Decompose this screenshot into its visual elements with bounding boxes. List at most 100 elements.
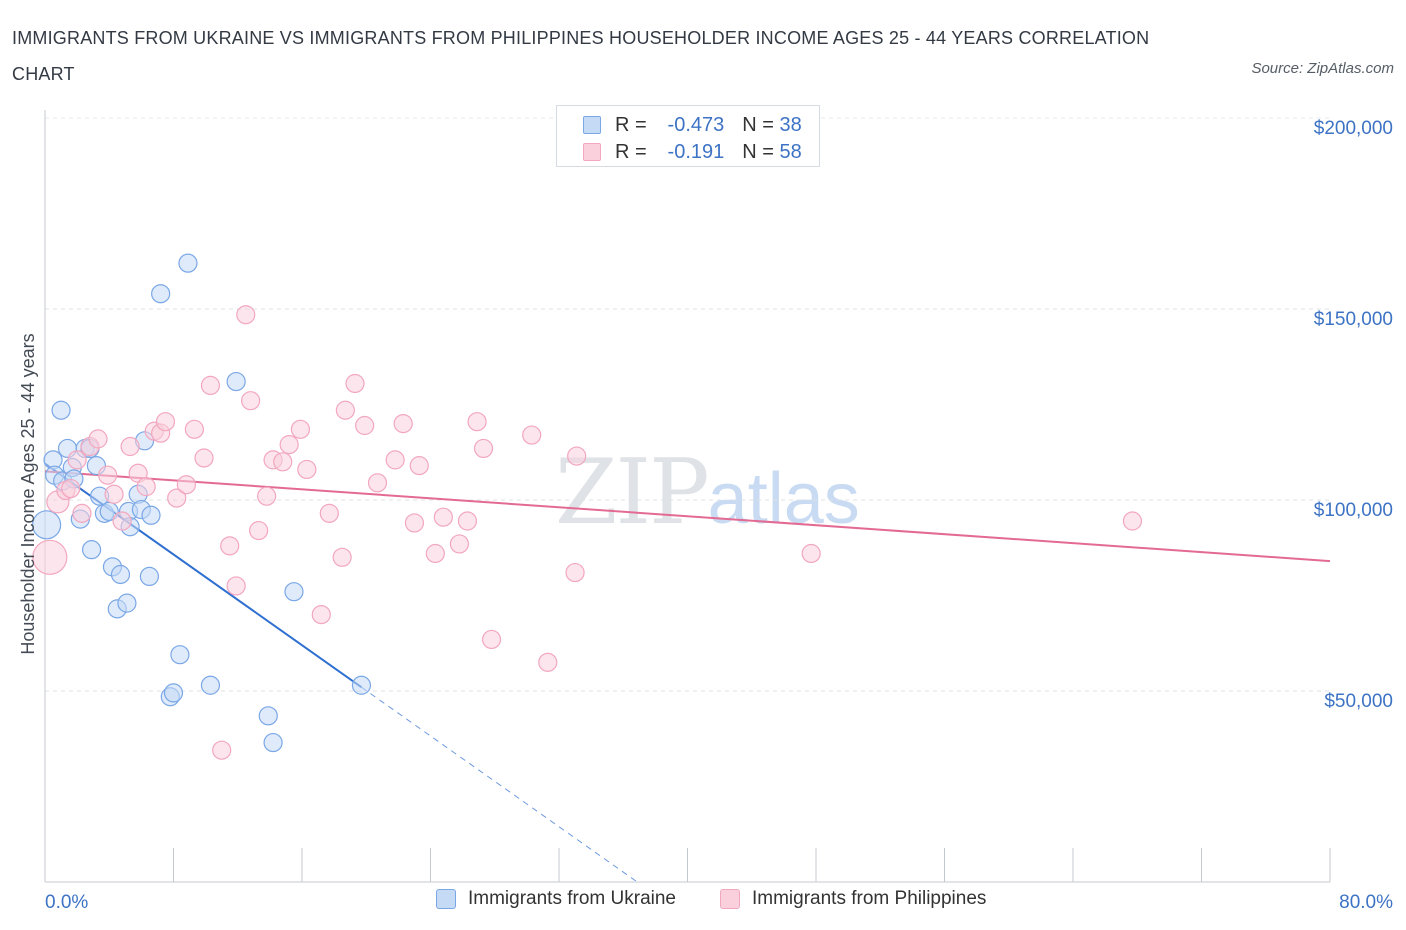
y-axis-label: Householder Income Ages 25 - 44 years [18, 333, 38, 654]
data-point [194, 448, 214, 468]
data-point [120, 436, 140, 457]
y-tick-label: $150,000 [1314, 309, 1393, 330]
chart-title: IMMIGRANTS FROM UKRAINE VS IMMIGRANTS FR… [12, 28, 1150, 84]
data-point [236, 305, 256, 325]
legend-item-philippines[interactable]: Immigrants from Philippines [720, 888, 986, 910]
legend-label-ukraine: Immigrants from Ukraine [468, 888, 676, 909]
data-point [1122, 511, 1143, 531]
data-point [170, 645, 190, 665]
data-point [258, 706, 278, 726]
data-point [51, 400, 71, 420]
data-point [167, 488, 187, 508]
data-point [226, 576, 246, 596]
data-point [98, 465, 118, 485]
data-point [112, 511, 132, 531]
data-points [32, 253, 1143, 760]
data-point [279, 435, 299, 455]
data-point [319, 503, 339, 523]
data-point [176, 475, 196, 495]
data-point [385, 450, 405, 470]
legend-n-label: N = [742, 113, 774, 136]
data-point [249, 520, 269, 541]
data-point [81, 540, 102, 560]
data-point [393, 414, 413, 434]
trend-extension-ukraine [361, 686, 640, 884]
data-point [801, 543, 821, 564]
legend-row-ukraine: R = -0.473 N = 38 [583, 111, 802, 139]
legend-r-label: R = [615, 140, 647, 163]
legend-row-philippines: R = -0.191 N = 58 [583, 138, 802, 166]
data-point [104, 484, 124, 504]
data-point [284, 582, 304, 602]
data-point [345, 373, 365, 394]
x-tick-label: 80.0% [1339, 892, 1393, 913]
data-point [404, 513, 425, 533]
tick-labels: $50,000 $100,000 $150,000 $200,000 0.0% 80.0% [45, 118, 1393, 913]
series-philippines [32, 305, 1143, 760]
legend-swatch-ukraine [436, 889, 456, 909]
data-point [72, 503, 92, 523]
data-point [226, 371, 246, 392]
trend-line-philippines [44, 470, 1331, 563]
legend-n-value: 38 [779, 113, 802, 136]
data-point [241, 391, 261, 411]
data-point [200, 375, 221, 395]
data-point [467, 412, 487, 432]
series-legend: Immigrants from Ukraine Immigrants from … [0, 888, 1406, 918]
data-point [433, 507, 453, 527]
data-point [220, 536, 240, 556]
data-point [311, 604, 331, 625]
legend-n-label: N = [742, 140, 774, 163]
legend-swatch-ukraine [583, 116, 601, 134]
legend-label-philippines: Immigrants from Philippines [752, 888, 987, 909]
data-point [290, 419, 310, 439]
data-point [367, 473, 388, 493]
data-point [110, 564, 131, 585]
data-point [88, 429, 108, 449]
data-point [117, 593, 137, 613]
data-point [425, 543, 445, 564]
data-point [212, 740, 232, 760]
data-point [538, 652, 558, 672]
legend-r-value: -0.473 [667, 113, 725, 136]
data-point [297, 459, 317, 480]
data-point [32, 510, 62, 540]
data-point [178, 253, 198, 273]
data-point [184, 419, 204, 439]
correlation-legend: R = -0.473 N = 38 R = -0.191 N = 58 [556, 105, 820, 167]
legend-swatch-philippines [720, 889, 740, 909]
data-point [355, 415, 375, 436]
data-point [473, 438, 494, 459]
data-point [565, 562, 585, 583]
source-label: Source: ZipAtlas.com [1251, 60, 1394, 77]
legend-swatch-philippines [583, 143, 601, 161]
data-point [332, 547, 352, 567]
data-point [449, 534, 470, 554]
series-ukraine [32, 253, 372, 753]
data-point [32, 539, 68, 575]
legend-item-ukraine[interactable]: Immigrants from Ukraine [436, 888, 676, 910]
data-point [273, 452, 293, 472]
data-point [522, 425, 542, 445]
data-point [155, 412, 176, 432]
data-point [141, 505, 161, 525]
legend-n-value: 58 [779, 140, 802, 163]
data-point [163, 683, 184, 703]
axes [44, 110, 1331, 883]
data-point [457, 511, 478, 531]
data-point [200, 675, 221, 695]
data-point [335, 400, 355, 420]
y-tick-label: $100,000 [1314, 500, 1393, 521]
data-point [61, 478, 81, 499]
legend-r-label: R = [615, 113, 647, 136]
grid [45, 117, 1330, 692]
data-point [139, 566, 160, 587]
y-tick-label: $50,000 [1324, 691, 1393, 712]
data-point [151, 284, 171, 304]
data-point [409, 456, 429, 476]
data-point [257, 486, 277, 506]
x-tick-label: 0.0% [45, 892, 88, 913]
legend-r-value: -0.191 [667, 140, 725, 163]
y-tick-label: $200,000 [1314, 118, 1393, 139]
data-point [136, 477, 156, 497]
